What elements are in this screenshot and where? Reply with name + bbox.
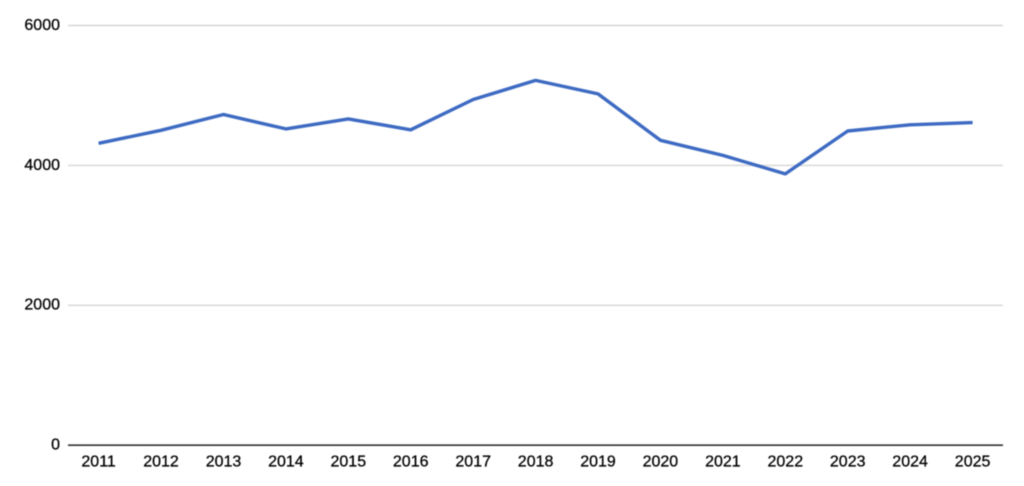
svg-text:2023: 2023 — [830, 454, 866, 471]
svg-text:2000: 2000 — [24, 297, 60, 314]
svg-text:2019: 2019 — [580, 454, 616, 471]
svg-text:6000: 6000 — [24, 17, 60, 34]
svg-text:2022: 2022 — [768, 454, 804, 471]
svg-text:2015: 2015 — [331, 454, 367, 471]
svg-text:2018: 2018 — [518, 454, 554, 471]
svg-text:2011: 2011 — [81, 454, 116, 471]
svg-text:2021: 2021 — [705, 454, 741, 471]
svg-text:2017: 2017 — [455, 454, 491, 471]
svg-text:2024: 2024 — [892, 454, 928, 471]
svg-text:0: 0 — [51, 437, 60, 454]
svg-text:2025: 2025 — [955, 454, 991, 471]
svg-text:2016: 2016 — [393, 454, 429, 471]
svg-text:4000: 4000 — [24, 157, 60, 174]
svg-text:2012: 2012 — [143, 454, 179, 471]
svg-text:2020: 2020 — [643, 454, 679, 471]
svg-text:2013: 2013 — [206, 454, 242, 471]
svg-text:2014: 2014 — [268, 454, 304, 471]
